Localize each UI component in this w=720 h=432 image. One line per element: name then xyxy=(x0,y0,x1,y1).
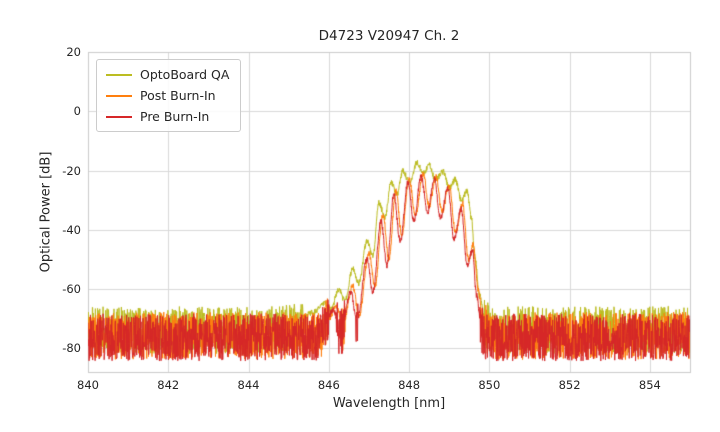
legend-entry: OptoBoard QA xyxy=(106,66,229,83)
y-tick-label: -40 xyxy=(62,222,81,237)
legend-label: Post Burn-In xyxy=(140,88,216,103)
chart-title: D4723 V20947 Ch. 2 xyxy=(318,28,460,44)
x-axis-label: Wavelength [nm] xyxy=(332,396,446,411)
legend-line-swatch xyxy=(106,73,132,76)
y-tick-label: -80 xyxy=(62,341,81,356)
x-tick-label: 850 xyxy=(478,378,501,392)
legend-entry: Pre Burn-In xyxy=(106,108,229,125)
x-tick-label: 846 xyxy=(317,378,340,392)
legend: OptoBoard QA Post Burn-In Pre Burn-In xyxy=(96,59,242,132)
y-tick-label: 20 xyxy=(66,45,81,59)
legend-label: Pre Burn-In xyxy=(140,109,210,124)
legend-entry: Post Burn-In xyxy=(106,87,229,104)
legend-line-swatch xyxy=(106,94,132,97)
legend-line-swatch xyxy=(106,115,132,118)
x-tick-label: 840 xyxy=(77,378,99,392)
x-tick-label: 852 xyxy=(558,378,581,392)
x-tick-label: 844 xyxy=(237,378,260,392)
x-tick-label: 848 xyxy=(398,378,421,392)
legend-label: OptoBoard QA xyxy=(140,67,230,82)
y-tick-label: 0 xyxy=(73,104,81,119)
x-tick-label: 854 xyxy=(638,378,661,392)
y-tick-label: -60 xyxy=(62,282,81,297)
y-tick-label: -20 xyxy=(62,163,81,178)
x-tick-label: 842 xyxy=(157,378,180,392)
